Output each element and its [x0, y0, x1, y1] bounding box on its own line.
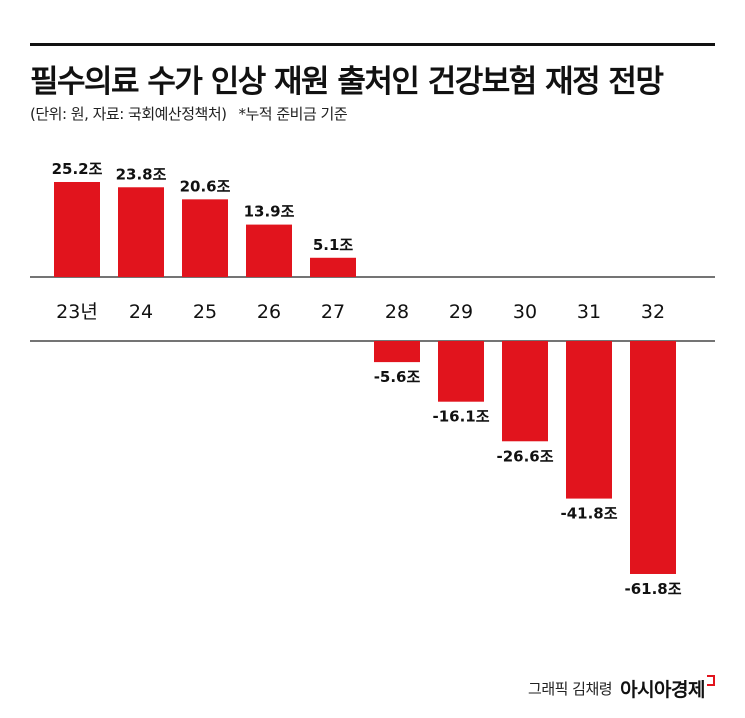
data-label-1: 23.8조	[116, 165, 167, 183]
bar-3	[246, 224, 292, 277]
category-label-0: 23년	[56, 301, 98, 323]
category-label-5: 28	[385, 301, 409, 323]
chart-title: 필수의료 수가 인상 재원 출처인 건강보험 재정 전망	[30, 64, 664, 100]
category-label-8: 31	[577, 301, 601, 323]
basis-note: *누적 준비금 기준	[238, 105, 348, 123]
publisher-logo: 아시아경제	[620, 675, 715, 702]
bar-7	[502, 341, 548, 442]
bar-0	[54, 181, 100, 277]
logo-mark-icon	[707, 675, 715, 686]
bar-2	[182, 199, 228, 277]
bar-5	[374, 341, 420, 363]
bar-9	[630, 341, 676, 574]
category-label-9: 32	[641, 301, 665, 323]
category-label-7: 30	[513, 301, 537, 323]
data-label-8: -41.8조	[560, 505, 617, 523]
data-label-9: -61.8조	[624, 580, 681, 598]
category-label-2: 25	[193, 301, 217, 323]
data-label-5: -5.6조	[374, 368, 421, 386]
data-label-6: -16.1조	[432, 408, 489, 426]
bar-6	[438, 341, 484, 402]
data-label-0: 25.2조	[52, 160, 103, 178]
bar-8	[566, 341, 612, 499]
graphic-credit: 그래픽 김채령	[528, 680, 613, 698]
bar-4	[310, 257, 356, 277]
category-label-1: 24	[129, 301, 153, 323]
data-label-4: 5.1조	[313, 236, 354, 254]
data-label-3: 13.9조	[244, 203, 295, 221]
data-label-7: -26.6조	[496, 447, 553, 465]
source-note: (단위: 원, 자료: 국회예산정책처)	[30, 105, 227, 123]
category-label-4: 27	[321, 301, 345, 323]
credit: 그래픽 김채령 아시아경제	[528, 675, 715, 702]
category-label-6: 29	[449, 301, 473, 323]
chart-subtitle: (단위: 원, 자료: 국회예산정책처) *누적 준비금 기준	[30, 103, 359, 124]
data-label-2: 20.6조	[180, 177, 231, 195]
category-label-3: 26	[257, 301, 281, 323]
bar-1	[118, 187, 164, 277]
top-rule	[30, 43, 715, 46]
